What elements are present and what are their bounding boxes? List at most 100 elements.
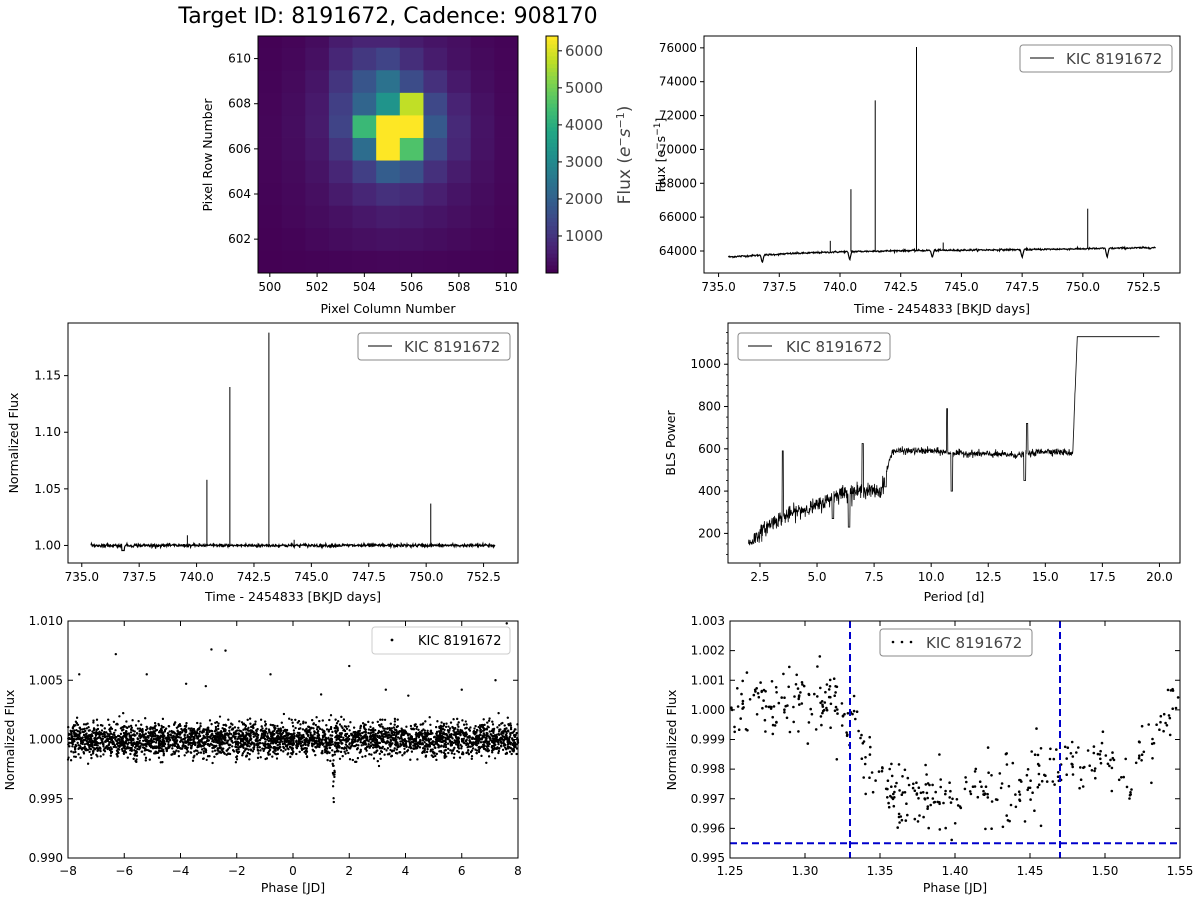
colorbar-unit-exp: −1 <box>614 112 627 128</box>
legend-box <box>737 332 891 361</box>
data-point <box>259 749 262 752</box>
pixel-cell <box>494 182 519 206</box>
y-axis-label-s: s <box>653 136 668 143</box>
colorbar-label-close: ) <box>615 106 635 113</box>
y-tick-label: 606 <box>228 142 251 156</box>
data-point <box>138 734 141 738</box>
data-point <box>214 725 217 729</box>
colorbar-label-text: Flux ( <box>615 157 635 204</box>
data-point <box>127 725 131 728</box>
data-point <box>145 748 148 752</box>
pixel-cell <box>258 47 283 71</box>
colorbar-tick-label: 5000 <box>565 79 603 97</box>
y-tick-label: 800 <box>698 400 721 414</box>
pixel-cell <box>399 250 424 274</box>
data-point <box>261 729 265 733</box>
y-axis-label-minus: − <box>653 142 663 150</box>
colorbar-segment <box>546 209 558 215</box>
x-axis-label: Time - 2454833 [BKJD days] <box>853 301 1030 316</box>
data-point <box>361 755 364 758</box>
data-point <box>70 759 73 762</box>
data-point <box>464 720 467 723</box>
data-point <box>414 723 417 726</box>
data-point <box>383 729 386 732</box>
pixel-cell <box>281 250 306 274</box>
colorbar-tick-label: 4000 <box>565 116 603 134</box>
pixel-cell <box>399 182 424 206</box>
data-point <box>189 729 192 732</box>
data-point <box>225 749 228 752</box>
data-point <box>510 726 513 729</box>
data-point <box>191 759 195 762</box>
data-point <box>118 715 121 718</box>
data-point <box>325 724 328 727</box>
pixel-cell <box>305 47 330 71</box>
colorbar-segment <box>546 178 558 183</box>
data-point <box>435 758 438 762</box>
y-tick-label: 600 <box>698 442 721 456</box>
y-axis-label-exp: −1 <box>653 123 663 136</box>
colorbar-segment <box>546 237 558 242</box>
x-tick-label: 506 <box>400 280 423 294</box>
data-point <box>100 729 104 732</box>
data-point <box>393 733 396 736</box>
pixel-cell <box>399 69 424 93</box>
data-point <box>202 752 205 755</box>
data-point <box>460 747 463 750</box>
y-tick-label: 68000 <box>659 176 697 190</box>
data-point <box>487 726 490 729</box>
data-point <box>134 724 138 727</box>
data-point <box>113 731 116 734</box>
legend-box <box>1019 44 1173 73</box>
pixel-cell <box>258 160 283 184</box>
colorbar-segment <box>546 257 558 262</box>
pixel-cell <box>281 69 306 93</box>
data-point <box>502 744 505 747</box>
data-point <box>403 747 406 750</box>
data-point <box>488 730 491 733</box>
pixel-cell <box>328 205 353 229</box>
data-point <box>185 751 188 754</box>
normalized-flux-line <box>90 541 496 552</box>
figure-title: Target ID: 8191672, Cadence: 908170 <box>177 4 597 29</box>
pixel-cell <box>281 205 306 229</box>
data-point <box>453 739 456 742</box>
data-point <box>71 745 74 748</box>
data-point <box>218 715 222 718</box>
x-tick-label: 740.0 <box>179 570 213 584</box>
colorbar-segment <box>546 229 558 234</box>
pixel-cell <box>470 69 495 93</box>
data-point <box>256 746 259 749</box>
pixel-cell <box>447 115 472 138</box>
pixel-cell <box>447 47 472 71</box>
axis-ticks: 735.0 737.5 740.0 742.5 745.0 747.5 750.0 752.5… <box>659 41 1161 294</box>
pixel-cell <box>281 47 306 71</box>
pixel-cell <box>494 36 519 48</box>
pixel-cell <box>399 205 424 229</box>
pixel-cell <box>376 182 401 206</box>
colorbar-segment <box>546 71 558 76</box>
colorbar-segment <box>546 241 558 246</box>
data-point <box>161 717 164 721</box>
colorbar-segment <box>546 225 558 231</box>
y-tick-label: 72000 <box>659 109 697 123</box>
pixel-cell <box>352 205 377 229</box>
colorbar-segment <box>546 39 558 45</box>
data-point <box>247 748 250 751</box>
colorbar-segment <box>546 194 558 199</box>
data-point <box>241 752 244 755</box>
pixel-cell <box>352 250 377 274</box>
pixel-cell <box>376 115 401 138</box>
data-point <box>162 752 165 755</box>
pixel-cell <box>494 227 519 251</box>
pixel-cell <box>399 36 424 48</box>
data-point <box>68 741 71 744</box>
data-point <box>377 764 381 768</box>
pixel-cell <box>423 250 448 274</box>
data-point <box>423 741 426 744</box>
data-point <box>338 723 342 726</box>
data-point <box>71 743 74 746</box>
data-point <box>332 797 335 800</box>
x-tick-label: 742.5 <box>884 280 918 294</box>
